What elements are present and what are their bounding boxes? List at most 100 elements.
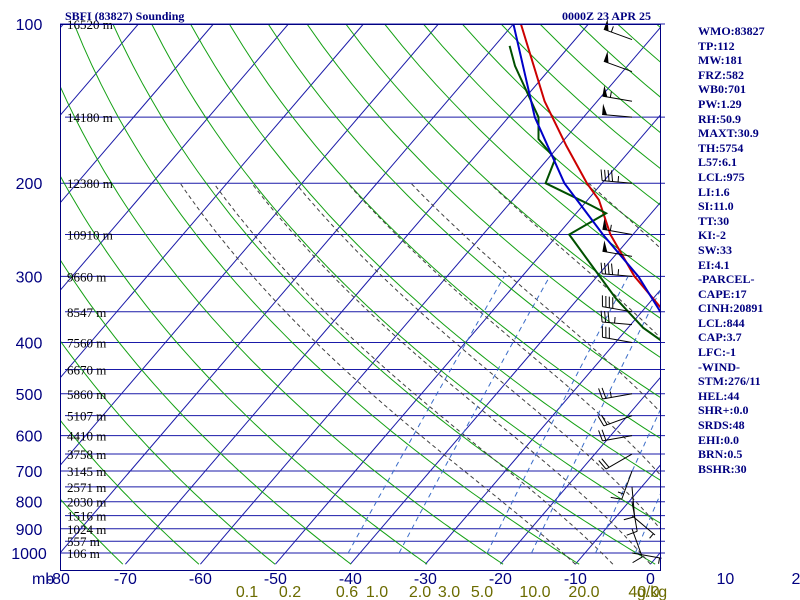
wind-barb-half-feather [649,533,654,539]
wind-barb-feather [626,530,638,536]
index-item: CAP:3.7 [698,330,742,345]
isotherm-line [60,24,139,117]
mixing-ratio-line [634,493,660,554]
height-label: 7560 m [67,335,106,350]
wind-barb-half-feather [617,176,620,183]
plot-frame [60,24,661,571]
index-item: SHR+:0.0 [698,403,749,418]
temperature-tick-label: -20 [489,571,512,588]
temperature-tick-label: -70 [114,571,137,588]
mixing-ratio-grid [347,276,660,554]
dry-adiabat-line [190,24,660,481]
pressure-tick-label: 300 [16,269,43,286]
dry-adiabat-line [73,24,580,565]
wind-barb-feather [607,263,610,275]
pressure-axis-label: mb [32,571,54,588]
wind-barb [631,552,662,564]
wind-barb-staff [631,501,638,532]
wind-barb [598,429,633,442]
wind-barb-staff [602,336,633,343]
wind-barb [598,387,633,400]
dry-adiabat-line [345,24,660,319]
isobar-grid [60,23,665,554]
isotherm-line [200,27,660,565]
temperature-tick-label: -50 [264,571,287,588]
wind-barb-staff [602,273,633,277]
wind-barb-staff [602,306,633,313]
wind-barb-staff [631,528,643,558]
mixing-ratio-line [595,409,660,554]
wind-barb-pennant [602,85,608,97]
isotherm-line [60,24,64,29]
pressure-tick-label: 200 [16,176,43,193]
index-item: LCL:975 [698,169,745,184]
wind-barb [602,218,633,236]
wind-barb [601,295,633,313]
wind-barb-feather [600,310,603,323]
dry-adiabat-line [60,84,504,565]
mixing-ratio-label: 1.0 [366,584,388,600]
temperature-tick-label: -80 [47,571,70,588]
wind-barb-feather [601,387,607,399]
height-label: 6670 m [67,363,106,378]
index-item: SI:11.0 [698,199,734,214]
pressure-tick-label: 900 [16,522,43,539]
temperature-tick-label: -30 [414,571,437,588]
wind-barb-staff [602,393,633,400]
wind-barb-feather [597,416,605,427]
wind-barb [598,453,633,470]
dry-adiabat-line [60,419,200,565]
wind-barb-feather [601,429,607,441]
moist-adiabat-grid [179,182,660,565]
dry-adiabat-line [60,498,124,565]
index-item: TP:112 [698,38,735,53]
wind-barb-feather [632,556,643,564]
index-item: TH:5754 [698,140,744,155]
index-item: PW:1.29 [698,96,742,111]
dry-adiabat-line [267,24,660,398]
mixing-ratio-label: 20.0 [568,584,599,600]
wind-barb-feather [601,414,608,425]
index-item: WB0:701 [698,82,746,97]
stability-indices-panel: WMO:83827 TP:112 MW:181 FRZ:582 WB0:701 PW:1.… [698,24,765,476]
index-item: LCL:844 [698,315,745,330]
mixing-ratio-line [398,276,551,554]
mixing-ratio-label: g/kg [637,584,667,600]
parcel-profile [512,24,660,313]
wind-barb [600,169,633,184]
pressure-tick-label: 100 [16,17,43,34]
wind-barb-half-feather [609,391,612,398]
index-item: WMO:83827 [698,24,765,38]
pressure-tick-label: 800 [16,495,43,512]
sounding-profiles [508,24,660,341]
wind-barb-half-feather [609,91,612,98]
dry-adiabat-line [773,24,800,564]
wind-barb-feather [598,460,607,470]
index-item: EHI:0.0 [698,432,740,447]
wind-barb-half-feather [658,557,661,564]
height-label: 14180 m [67,110,113,125]
wind-barb-pennant [603,50,609,64]
moist-adiabat-line [251,182,651,565]
index-item: -WIND- [698,359,740,374]
mixing-ratio-label: 0.6 [336,584,358,600]
isotherm-line [275,114,660,565]
dry-adiabat-line [228,24,660,439]
dry-adiabat-line [306,24,660,358]
dry-adiabat-line [151,24,660,524]
wind-barb-staff [602,321,633,326]
height-label: 1024 m [67,522,106,537]
index-item: BSHR:30 [698,461,747,476]
height-label: 106 m [67,546,100,561]
height-label: 1516 m [67,509,106,524]
height-label: 12380 m [67,176,113,191]
index-item: EI:4.1 [698,257,730,272]
wind-barb-feather [604,311,607,323]
moist-adiabat-line [295,182,660,530]
height-label: 5107 m [67,409,106,424]
wind-barb [626,501,638,536]
height-label: 2571 m [67,480,106,495]
index-item: FRZ:582 [698,67,744,82]
wind-barb-pennant [602,240,608,253]
